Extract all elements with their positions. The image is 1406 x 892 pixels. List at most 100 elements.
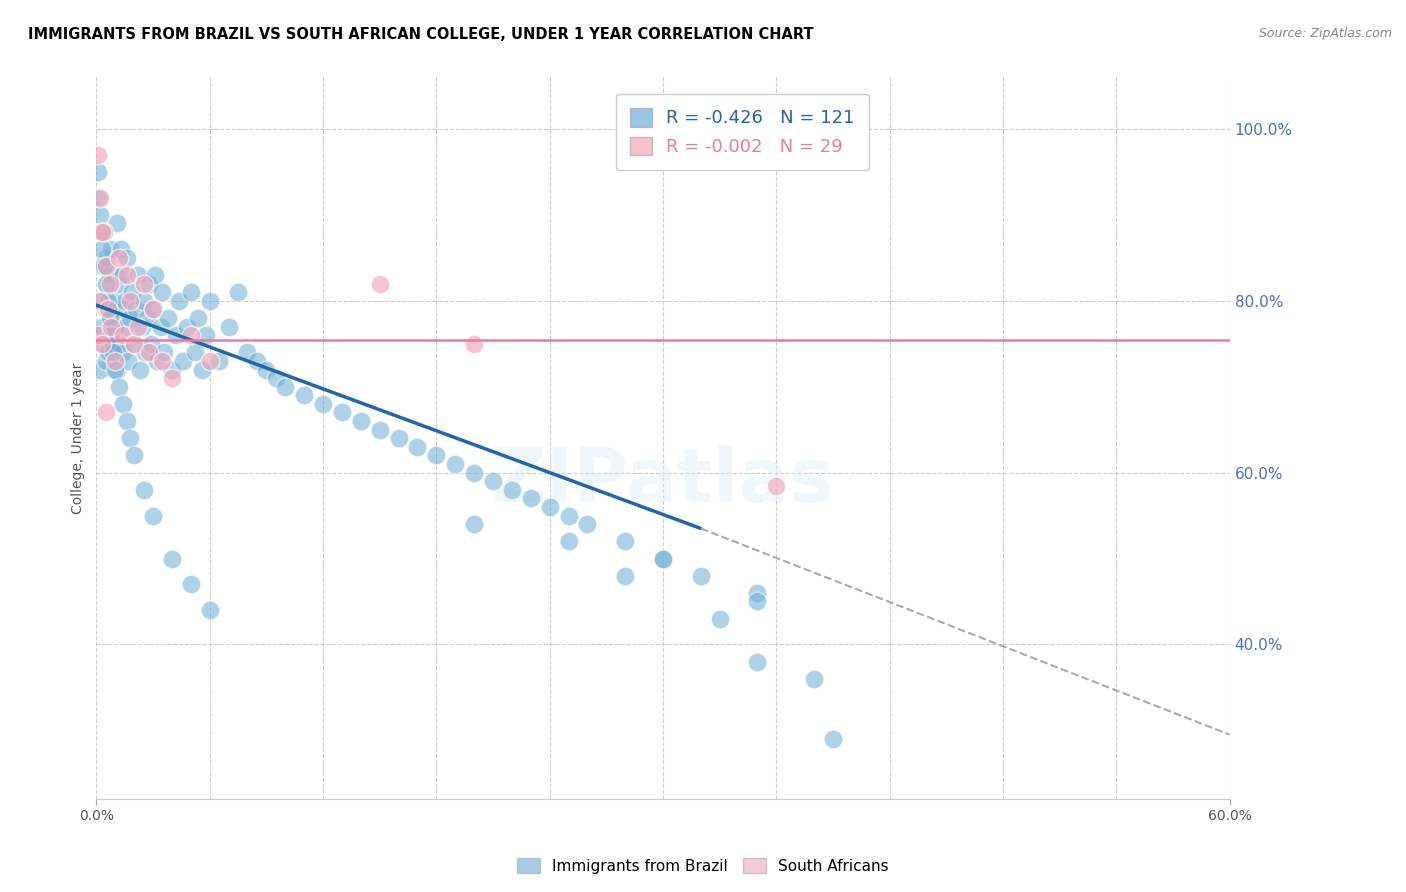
Point: [139, 336, 162, 351]
Point: [114, 293, 136, 308]
Point: [93, 225, 115, 239]
Point: [91, 225, 114, 239]
Point: [103, 336, 125, 351]
Point: [191, 362, 214, 376]
Point: [117, 354, 139, 368]
Point: [94, 354, 117, 368]
Point: [157, 310, 180, 325]
Point: [121, 285, 143, 300]
Point: [91, 242, 114, 256]
Point: [100, 328, 122, 343]
Point: [747, 586, 769, 600]
Point: [98, 277, 121, 291]
Point: [98, 328, 121, 343]
Point: [91, 336, 114, 351]
Point: [108, 380, 131, 394]
Point: [614, 534, 637, 549]
Point: [198, 293, 221, 308]
Point: [89, 328, 111, 343]
Point: [153, 345, 176, 359]
Point: [91, 319, 114, 334]
Point: [142, 302, 165, 317]
Point: [180, 577, 202, 591]
Point: [122, 449, 145, 463]
Point: [91, 260, 114, 274]
Point: [463, 336, 485, 351]
Point: [108, 336, 131, 351]
Point: [747, 655, 769, 669]
Point: [134, 345, 156, 359]
Point: [198, 603, 221, 617]
Point: [87, 191, 110, 205]
Point: [387, 431, 409, 445]
Point: [463, 517, 485, 532]
Point: [108, 251, 131, 265]
Point: [350, 414, 373, 428]
Point: [463, 466, 485, 480]
Point: [160, 551, 183, 566]
Point: [152, 354, 174, 368]
Point: [89, 208, 111, 222]
Point: [120, 310, 142, 325]
Point: [292, 388, 315, 402]
Point: [111, 268, 134, 282]
Point: [103, 345, 125, 359]
Text: ZIPatlas: ZIPatlas: [492, 445, 834, 518]
Point: [274, 380, 297, 394]
Text: Source: ZipAtlas.com: Source: ZipAtlas.com: [1258, 27, 1392, 40]
Point: [169, 293, 191, 308]
Point: [104, 268, 127, 282]
Point: [91, 225, 114, 239]
Y-axis label: College, Under 1 year: College, Under 1 year: [72, 362, 86, 514]
Point: [94, 302, 117, 317]
Point: [180, 328, 202, 343]
Point: [152, 285, 174, 300]
Point: [93, 336, 115, 351]
Point: [444, 457, 467, 471]
Point: [520, 491, 543, 506]
Point: [89, 362, 111, 376]
Point: [115, 268, 138, 282]
Point: [122, 336, 145, 351]
Point: [94, 260, 117, 274]
Point: [97, 345, 120, 359]
Point: [125, 302, 148, 317]
Point: [132, 277, 155, 291]
Point: [111, 328, 134, 343]
Point: [501, 483, 523, 497]
Legend: Immigrants from Brazil, South Africans: Immigrants from Brazil, South Africans: [510, 852, 896, 880]
Point: [94, 405, 117, 419]
Point: [120, 293, 142, 308]
Point: [103, 293, 125, 308]
Point: [142, 302, 165, 317]
Point: [97, 293, 120, 308]
Point: [652, 551, 675, 566]
Point: [143, 268, 166, 282]
Point: [131, 319, 153, 334]
Point: [138, 345, 160, 359]
Point: [105, 362, 128, 376]
Point: [122, 336, 145, 351]
Point: [87, 165, 110, 179]
Point: [89, 293, 111, 308]
Point: [105, 217, 128, 231]
Point: [98, 268, 121, 282]
Point: [110, 302, 132, 317]
Point: [652, 551, 675, 566]
Point: [111, 397, 134, 411]
Point: [110, 242, 132, 256]
Point: [97, 302, 120, 317]
Point: [104, 354, 127, 368]
Point: [226, 285, 249, 300]
Point: [246, 354, 269, 368]
Point: [108, 277, 131, 291]
Point: [100, 319, 122, 334]
Point: [114, 319, 136, 334]
Point: [97, 277, 120, 291]
Point: [194, 328, 217, 343]
Point: [93, 260, 115, 274]
Point: [614, 568, 637, 582]
Point: [180, 285, 202, 300]
Point: [115, 251, 138, 265]
Point: [104, 362, 127, 376]
